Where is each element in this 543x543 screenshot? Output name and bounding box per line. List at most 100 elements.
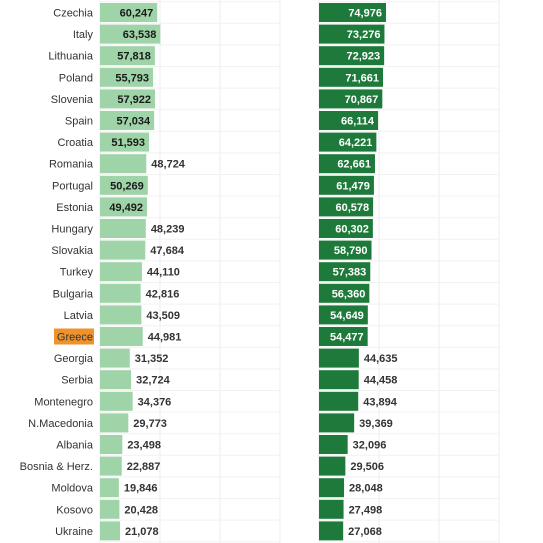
- value-label: 55,793: [115, 72, 149, 84]
- bar: [100, 456, 122, 476]
- value-label: 31,352: [135, 353, 169, 365]
- value-label: 58,790: [334, 245, 368, 257]
- bar: [100, 327, 143, 346]
- value-label: 64,221: [339, 137, 373, 149]
- bar: [100, 240, 146, 260]
- value-label: 44,635: [364, 353, 398, 365]
- bar: [100, 262, 142, 282]
- value-label: 50,269: [110, 180, 144, 192]
- category-label: Serbia: [61, 375, 94, 387]
- value-label: 66,114: [341, 116, 375, 128]
- value-label: 29,506: [350, 461, 384, 473]
- value-label: 44,458: [364, 375, 398, 387]
- bar: [319, 521, 344, 541]
- category-label: Romania: [49, 159, 94, 171]
- bar: [100, 478, 119, 498]
- bar: [100, 89, 156, 109]
- value-label: 44,110: [147, 267, 180, 279]
- value-label: 27,068: [348, 526, 382, 538]
- value-label: 62,661: [337, 159, 371, 171]
- category-label: Spain: [65, 116, 93, 128]
- bar: [100, 391, 133, 411]
- value-label: 43,894: [363, 396, 398, 408]
- value-label: 49,492: [109, 202, 143, 214]
- value-label: 34,376: [138, 396, 172, 408]
- bar: [319, 283, 370, 303]
- bar: [319, 3, 386, 22]
- value-label: 51,593: [111, 137, 145, 149]
- value-label: 28,048: [349, 483, 383, 495]
- category-label: Croatia: [58, 137, 94, 149]
- bar: [319, 24, 385, 44]
- value-label: 70,867: [345, 94, 379, 106]
- bar: [319, 391, 359, 411]
- category-labels: Czechia Italy Lithuania Poland Slovenia Spain…: [20, 8, 94, 538]
- value-label: 57,922: [117, 94, 151, 106]
- value-label: 27,498: [349, 504, 383, 516]
- bar: [100, 219, 146, 238]
- category-label: Bulgaria: [53, 288, 94, 300]
- bar: [319, 240, 372, 260]
- value-label: 20,428: [124, 504, 158, 516]
- bar: [100, 499, 120, 519]
- series-1-bars: 60,247 63,538 57,818 55,793 57,922 57,034 51,5…: [100, 3, 186, 541]
- value-label: 57,383: [333, 267, 367, 279]
- category-label: Bosnia & Herz.: [20, 461, 93, 473]
- category-label: Albania: [56, 440, 94, 452]
- category-label: Montenegro: [34, 396, 93, 408]
- bar: [319, 435, 348, 454]
- bar: [319, 305, 368, 325]
- value-label: 56,360: [332, 288, 366, 300]
- bar: [100, 521, 121, 541]
- category-label: Turkey: [60, 267, 94, 279]
- category-label: Greece: [57, 332, 93, 344]
- value-label: 54,649: [330, 310, 364, 322]
- category-label: Portugal: [52, 180, 93, 192]
- bar: [319, 219, 373, 238]
- category-label: Lithuania: [48, 51, 94, 63]
- bar: [100, 67, 154, 87]
- value-label: 54,477: [330, 332, 364, 344]
- value-label: 29,773: [133, 418, 167, 430]
- category-label: Moldova: [51, 483, 93, 495]
- value-label: 42,816: [146, 288, 180, 300]
- category-label: Ukraine: [55, 526, 93, 538]
- value-label: 61,479: [336, 180, 370, 192]
- value-label: 71,661: [345, 72, 379, 84]
- bar: [100, 111, 155, 130]
- bar: [319, 89, 383, 109]
- bar: [100, 435, 123, 454]
- bar: [319, 111, 379, 130]
- category-label: Slovenia: [51, 94, 94, 106]
- bar: [319, 132, 377, 152]
- category-label: Latvia: [64, 310, 94, 322]
- value-label: 73,276: [347, 29, 381, 41]
- category-label: N.Macedonia: [28, 418, 94, 430]
- series-2-bars: 74,976 73,276 72,923 71,661 70,867 66,114 64,2…: [319, 3, 398, 541]
- bar: [319, 348, 359, 368]
- value-label: 57,034: [117, 116, 152, 128]
- bar: [100, 305, 142, 325]
- value-label: 74,976: [348, 8, 382, 20]
- value-label: 32,096: [353, 440, 387, 452]
- value-label: 23,498: [127, 440, 161, 452]
- bar: [319, 499, 344, 519]
- bar: [100, 348, 130, 368]
- category-label: Hungary: [51, 224, 93, 236]
- bar: [319, 154, 375, 174]
- value-label: 47,684: [150, 245, 185, 257]
- bar: [100, 46, 155, 66]
- bar: [319, 478, 345, 498]
- bar: [100, 283, 141, 303]
- category-label: Italy: [73, 29, 94, 41]
- bar: [100, 175, 148, 195]
- bar: [319, 327, 368, 346]
- value-label: 32,724: [136, 375, 171, 387]
- category-label: Estonia: [56, 202, 94, 214]
- bar: [100, 370, 132, 390]
- value-label: 57,818: [117, 51, 151, 63]
- value-label: 63,538: [123, 29, 157, 41]
- value-label: 60,578: [335, 202, 369, 214]
- bar: [100, 413, 129, 433]
- category-label: Czechia: [53, 8, 94, 20]
